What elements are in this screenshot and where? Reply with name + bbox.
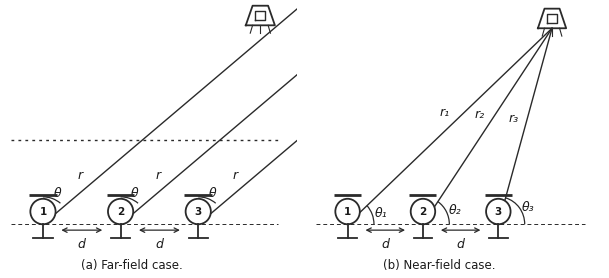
Text: (a) Far-field case.: (a) Far-field case.: [82, 259, 183, 272]
Text: θ₂: θ₂: [449, 205, 462, 217]
Text: d: d: [78, 238, 86, 251]
Text: θ: θ: [131, 187, 139, 200]
Circle shape: [410, 199, 435, 224]
Text: r: r: [233, 170, 238, 182]
Text: 3: 3: [195, 207, 202, 217]
Text: r₃: r₃: [509, 112, 519, 125]
Text: d: d: [381, 238, 389, 251]
Text: 1: 1: [40, 207, 47, 217]
Text: r: r: [155, 170, 160, 182]
Text: θ₁: θ₁: [375, 207, 388, 220]
Circle shape: [336, 199, 360, 224]
Text: (b) Near-field case.: (b) Near-field case.: [382, 259, 495, 272]
Text: r₁: r₁: [440, 106, 450, 119]
Circle shape: [108, 199, 133, 224]
Text: θ: θ: [54, 187, 61, 200]
Text: r: r: [77, 170, 83, 182]
Text: θ₃: θ₃: [522, 200, 535, 214]
Text: d: d: [155, 238, 163, 251]
Text: d: d: [457, 238, 465, 251]
Circle shape: [486, 199, 510, 224]
Text: r₂: r₂: [474, 108, 484, 121]
Text: 1: 1: [344, 207, 351, 217]
Circle shape: [30, 199, 55, 224]
Text: 2: 2: [420, 207, 426, 217]
Text: 2: 2: [117, 207, 124, 217]
Text: θ: θ: [209, 187, 216, 200]
Text: 3: 3: [495, 207, 502, 217]
Circle shape: [186, 199, 211, 224]
